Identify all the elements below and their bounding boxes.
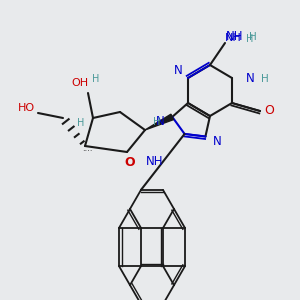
Text: O: O bbox=[264, 104, 274, 118]
Text: H: H bbox=[246, 34, 254, 44]
Text: OH: OH bbox=[71, 78, 88, 88]
Text: HO: HO bbox=[17, 103, 34, 113]
Text: N: N bbox=[246, 71, 254, 85]
Text: NH: NH bbox=[226, 29, 244, 43]
Text: H: H bbox=[92, 74, 100, 84]
Text: ····: ···· bbox=[82, 148, 92, 157]
Text: NH: NH bbox=[225, 33, 242, 43]
Text: H: H bbox=[153, 117, 161, 127]
Text: H: H bbox=[77, 118, 85, 128]
Text: H: H bbox=[249, 32, 257, 42]
Text: N: N bbox=[213, 135, 222, 148]
Text: N: N bbox=[156, 116, 165, 128]
Text: N: N bbox=[174, 64, 182, 76]
Text: H: H bbox=[261, 74, 269, 84]
Polygon shape bbox=[145, 114, 174, 130]
Text: NH: NH bbox=[146, 155, 164, 168]
Text: O: O bbox=[125, 155, 135, 169]
